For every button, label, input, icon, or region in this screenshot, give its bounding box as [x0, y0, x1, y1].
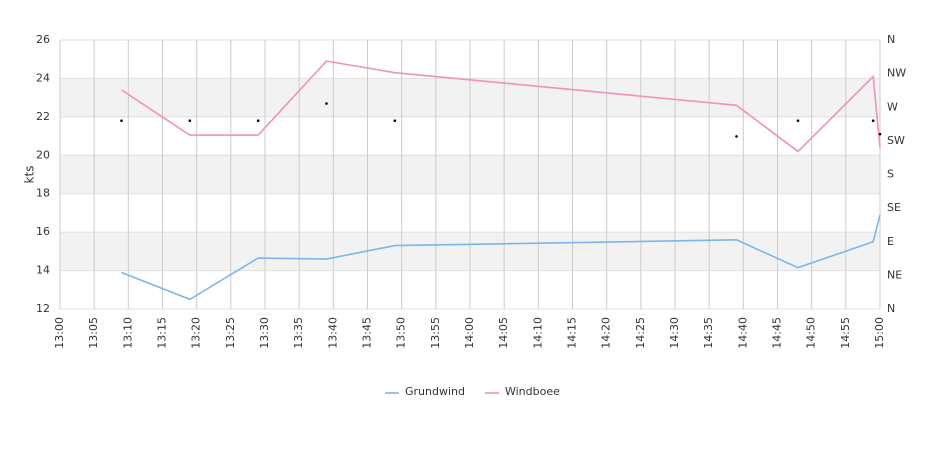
- y-tick-label: 22: [36, 110, 50, 123]
- x-tick-label: 14:15: [566, 317, 579, 349]
- y2-tick-label: NW: [887, 67, 906, 80]
- direction-dot: [878, 132, 882, 136]
- x-tick-label: 14:45: [771, 317, 784, 349]
- x-tick-label: 13:20: [190, 317, 203, 349]
- y2-tick-label: N: [887, 33, 895, 46]
- x-tick-label: 14:25: [634, 317, 647, 349]
- x-tick-label: 14:35: [702, 317, 715, 349]
- direction-dot: [735, 135, 738, 138]
- y-tick-label: 14: [36, 264, 50, 277]
- y2-tick-label: SE: [887, 201, 901, 214]
- x-tick-label: 14:30: [668, 317, 681, 349]
- series-line: [121, 214, 881, 301]
- y-tick-label: 24: [36, 71, 50, 84]
- x-tick-label: 15:00: [873, 317, 886, 349]
- direction-dot: [796, 119, 800, 122]
- x-tick-label: 13:25: [224, 317, 237, 349]
- x-tick-label: 13:15: [156, 317, 169, 349]
- y-axis-label: kts: [23, 166, 37, 184]
- direction-dot: [256, 119, 260, 122]
- x-tick-label: 13:30: [258, 317, 271, 349]
- x-tick-label: 13:50: [395, 317, 408, 349]
- x-tick-label: 14:55: [839, 317, 852, 349]
- series-line: [121, 60, 881, 153]
- direction-dot: [120, 119, 123, 122]
- x-tick-label: 14:05: [497, 317, 510, 349]
- direction-dot: [188, 119, 192, 122]
- direction-dot: [871, 119, 875, 122]
- y-tick-label: 16: [36, 225, 50, 238]
- x-tick-label: 13:40: [326, 317, 339, 349]
- x-tick-label: 13:05: [87, 317, 100, 349]
- legend-label: Windboee: [505, 385, 560, 398]
- y2-tick-label: N: [887, 302, 895, 315]
- y-tick-label: 20: [36, 148, 50, 161]
- x-tick-label: 14:10: [531, 317, 544, 349]
- y2-tick-label: NE: [887, 268, 902, 281]
- y-tick-label: 18: [36, 187, 50, 200]
- x-tick-label: 13:10: [121, 317, 134, 349]
- direction-dot: [393, 119, 397, 122]
- x-tick-label: 13:35: [292, 317, 305, 349]
- x-tick-label: 13:00: [53, 317, 66, 349]
- y2-tick-label: W: [887, 100, 898, 113]
- legend-label: Grundwind: [405, 385, 465, 398]
- x-tick-label: 13:55: [429, 317, 442, 349]
- y-tick-label: 26: [36, 33, 50, 46]
- y-tick-label: 12: [36, 302, 50, 315]
- y2-tick-label: S: [887, 168, 894, 181]
- x-tick-label: 14:40: [736, 317, 749, 349]
- direction-dot: [325, 102, 328, 105]
- x-tick-label: 14:00: [463, 317, 476, 349]
- x-tick-label: 14:20: [600, 317, 613, 349]
- x-tick-label: 14:50: [805, 317, 818, 349]
- y2-tick-label: E: [887, 235, 894, 248]
- x-tick-label: 13:45: [361, 317, 374, 349]
- y2-tick-label: SW: [887, 134, 905, 147]
